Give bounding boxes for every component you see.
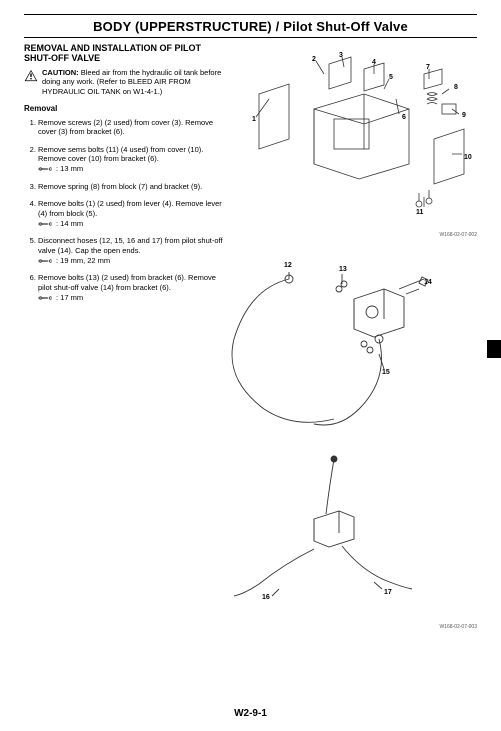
callout-6: 6 [402, 114, 406, 121]
callout-8: 8 [454, 84, 458, 91]
step-1: Remove screws (2) (2 used) from cover (3… [38, 118, 224, 137]
callout-2: 2 [312, 56, 316, 63]
exploded-diagram-mid [194, 244, 444, 444]
callout-14: 14 [424, 279, 432, 286]
callout-5: 5 [389, 74, 393, 81]
callout-17: 17 [384, 589, 392, 596]
section-title: REMOVAL AND INSTALLATION OF PILOT SHUT-O… [24, 44, 224, 64]
removal-subhead: Removal [24, 104, 224, 114]
step-text: Remove bolts (1) (2 used) from lever (4)… [38, 199, 222, 217]
wrench-size: : 17 mm [56, 293, 83, 302]
header-rule [24, 37, 477, 38]
wrench-size: : 14 mm [56, 219, 83, 228]
step-4: Remove bolts (1) (2 used) from lever (4)… [38, 199, 224, 228]
page-header: BODY (UPPERSTRUCTURE) / Pilot Shut-Off V… [24, 17, 477, 36]
wrench-size: : 19 mm, 22 mm [56, 256, 110, 265]
callout-4: 4 [372, 59, 376, 66]
caution-text: CAUTION: Bleed air from the hydraulic oi… [42, 68, 224, 96]
content-row: REMOVAL AND INSTALLATION OF PILOT SHUT-O… [24, 44, 477, 311]
step-3: Remove spring (8) from block (7) and bra… [38, 182, 224, 191]
wrench-icon [38, 166, 52, 172]
diagram-code-bot: W168-02-07-003 [439, 624, 477, 630]
wrench-size: : 13 mm [56, 164, 83, 173]
warning-icon [24, 69, 38, 84]
top-rule [24, 14, 477, 15]
step-text: Remove spring (8) from block (7) and bra… [38, 182, 202, 191]
diagram-code-top: W168-02-07-002 [439, 232, 477, 238]
wrench-icon [38, 295, 52, 301]
wrench-icon [38, 258, 52, 264]
page: BODY (UPPERSTRUCTURE) / Pilot Shut-Off V… [0, 0, 501, 731]
callout-16: 16 [262, 594, 270, 601]
step-2: Remove sems bolts (11) (4 used) from cov… [38, 145, 224, 174]
exploded-diagram-bot [224, 454, 424, 624]
page-number: W2-9-1 [0, 708, 501, 719]
caution-block: CAUTION: Bleed air from the hydraulic oi… [24, 68, 224, 96]
callout-15: 15 [382, 369, 390, 376]
right-column: 1 2 3 4 5 6 7 8 9 10 11 W168-02-07-002 [224, 44, 477, 311]
callout-9: 9 [462, 112, 466, 119]
callout-7: 7 [426, 64, 430, 71]
step-text: Remove sems bolts (11) (4 used) from cov… [38, 145, 203, 163]
callout-1: 1 [252, 116, 256, 123]
callout-11: 11 [416, 209, 423, 216]
side-tab [487, 340, 501, 358]
wrench-row: : 14 mm [38, 219, 224, 228]
callout-3: 3 [339, 52, 343, 59]
step-text: Remove screws (2) (2 used) from cover (3… [38, 118, 213, 136]
caution-label: CAUTION: [42, 68, 79, 77]
exploded-diagram-top [224, 39, 474, 239]
step-text: Remove bolts (13) (2 used) from bracket … [38, 273, 216, 291]
callout-12: 12 [284, 262, 292, 269]
callout-13: 13 [339, 266, 347, 273]
wrench-icon [38, 221, 52, 227]
wrench-row: : 13 mm [38, 164, 224, 173]
callout-10: 10 [464, 154, 472, 161]
